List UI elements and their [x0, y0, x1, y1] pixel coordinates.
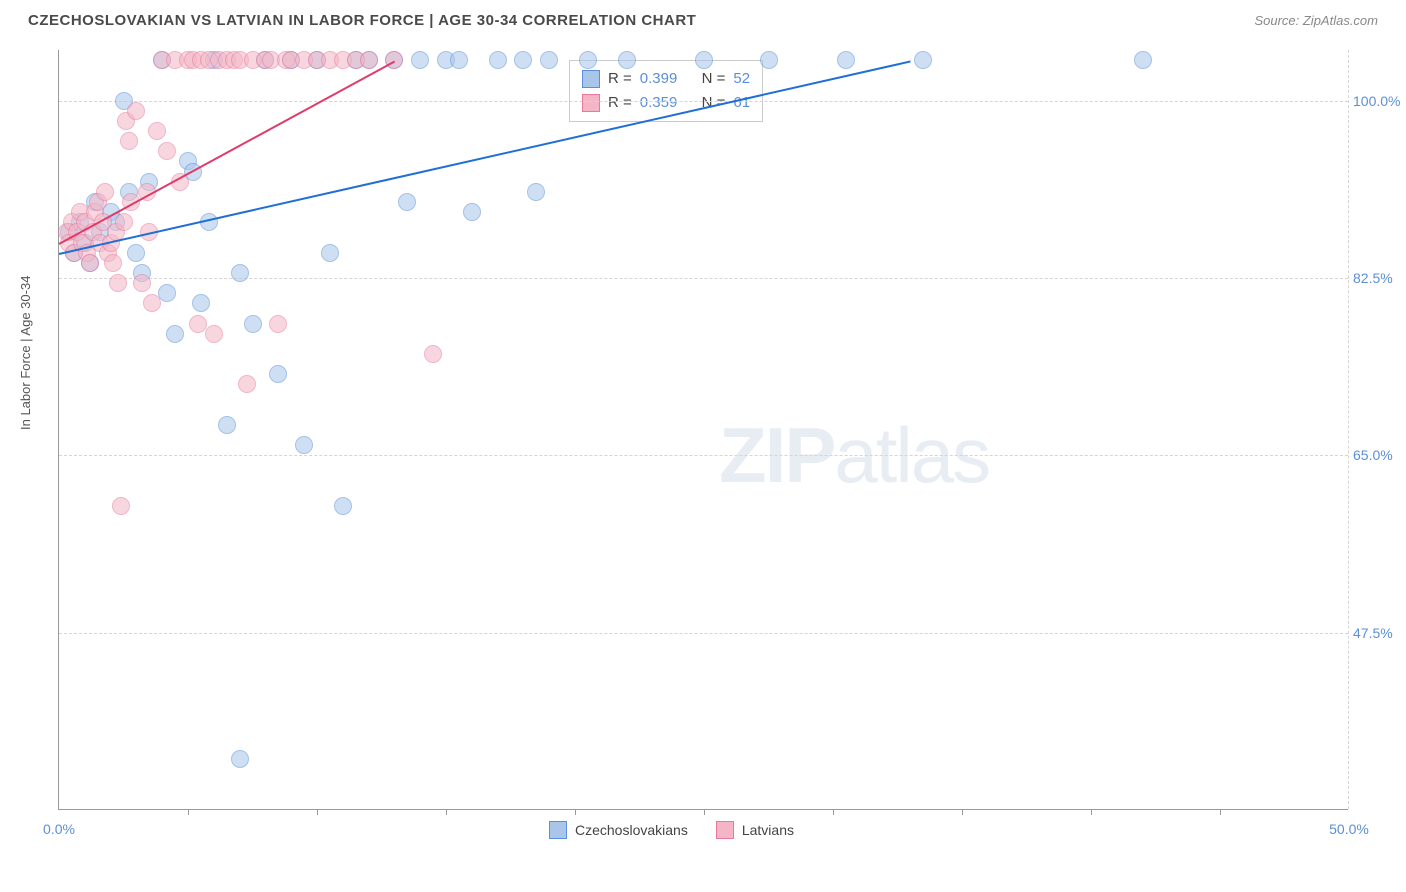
legend-bottom: Czechoslovakians Latvians	[549, 821, 794, 839]
scatter-point	[166, 325, 184, 343]
x-tick-mark	[317, 809, 318, 815]
chart-source: Source: ZipAtlas.com	[1254, 13, 1378, 28]
scatter-point	[238, 375, 256, 393]
scatter-point	[540, 51, 558, 69]
scatter-point	[321, 244, 339, 262]
y-tick-label: 47.5%	[1353, 625, 1406, 641]
scatter-point	[695, 51, 713, 69]
legend-swatch	[582, 70, 600, 88]
plot-wrap: ZIPatlas R = 0.399 N = 52R = 0.359 N = 6…	[58, 50, 1348, 810]
scatter-point	[579, 51, 597, 69]
legend-item: Czechoslovakians	[549, 821, 688, 839]
x-tick-mark	[188, 809, 189, 815]
stats-box: R = 0.399 N = 52R = 0.359 N = 61	[569, 60, 763, 122]
scatter-point	[133, 274, 151, 292]
scatter-point	[158, 142, 176, 160]
y-axis-label: In Labor Force | Age 30-34	[18, 276, 33, 430]
scatter-point	[527, 183, 545, 201]
scatter-point	[398, 193, 416, 211]
scatter-point	[115, 213, 133, 231]
scatter-point	[269, 365, 287, 383]
chart-title: CZECHOSLOVAKIAN VS LATVIAN IN LABOR FORC…	[28, 12, 696, 29]
scatter-point	[205, 325, 223, 343]
scatter-point	[231, 264, 249, 282]
scatter-point	[334, 497, 352, 515]
scatter-point	[463, 203, 481, 221]
gridline-h	[59, 101, 1348, 102]
gridline-v	[1348, 50, 1349, 809]
x-tick-mark	[833, 809, 834, 815]
scatter-point	[514, 51, 532, 69]
scatter-point	[148, 122, 166, 140]
scatter-point	[760, 51, 778, 69]
legend-item: Latvians	[716, 821, 794, 839]
gridline-h	[59, 455, 1348, 456]
scatter-point	[244, 315, 262, 333]
scatter-point	[143, 294, 161, 312]
scatter-point	[360, 51, 378, 69]
scatter-point	[218, 416, 236, 434]
scatter-point	[127, 102, 145, 120]
scatter-point	[96, 183, 114, 201]
y-tick-label: 65.0%	[1353, 447, 1406, 463]
legend-swatch	[582, 94, 600, 112]
scatter-point	[127, 244, 145, 262]
scatter-point	[269, 315, 287, 333]
stats-row: R = 0.399 N = 52	[582, 67, 750, 91]
scatter-point	[411, 51, 429, 69]
x-tick-mark	[575, 809, 576, 815]
scatter-point	[489, 51, 507, 69]
scatter-point	[104, 254, 122, 272]
scatter-point	[120, 132, 138, 150]
x-tick-label: 50.0%	[1329, 821, 1369, 837]
scatter-point	[295, 436, 313, 454]
x-tick-mark	[1091, 809, 1092, 815]
scatter-point	[450, 51, 468, 69]
scatter-point	[112, 497, 130, 515]
scatter-point	[914, 51, 932, 69]
scatter-point	[424, 345, 442, 363]
x-tick-label: 0.0%	[43, 821, 75, 837]
legend-swatch	[549, 821, 567, 839]
scatter-point	[231, 750, 249, 768]
x-tick-mark	[446, 809, 447, 815]
legend-swatch	[716, 821, 734, 839]
x-tick-mark	[962, 809, 963, 815]
y-tick-label: 82.5%	[1353, 270, 1406, 286]
x-tick-mark	[704, 809, 705, 815]
scatter-point	[618, 51, 636, 69]
scatter-point	[1134, 51, 1152, 69]
scatter-point	[109, 274, 127, 292]
plot-area: ZIPatlas R = 0.399 N = 52R = 0.359 N = 6…	[58, 50, 1348, 810]
scatter-point	[192, 294, 210, 312]
gridline-h	[59, 278, 1348, 279]
scatter-point	[158, 284, 176, 302]
x-tick-mark	[1220, 809, 1221, 815]
gridline-h	[59, 633, 1348, 634]
scatter-point	[385, 51, 403, 69]
chart-header: CZECHOSLOVAKIAN VS LATVIAN IN LABOR FORC…	[0, 0, 1406, 37]
y-tick-label: 100.0%	[1353, 93, 1406, 109]
scatter-point	[81, 254, 99, 272]
scatter-point	[837, 51, 855, 69]
